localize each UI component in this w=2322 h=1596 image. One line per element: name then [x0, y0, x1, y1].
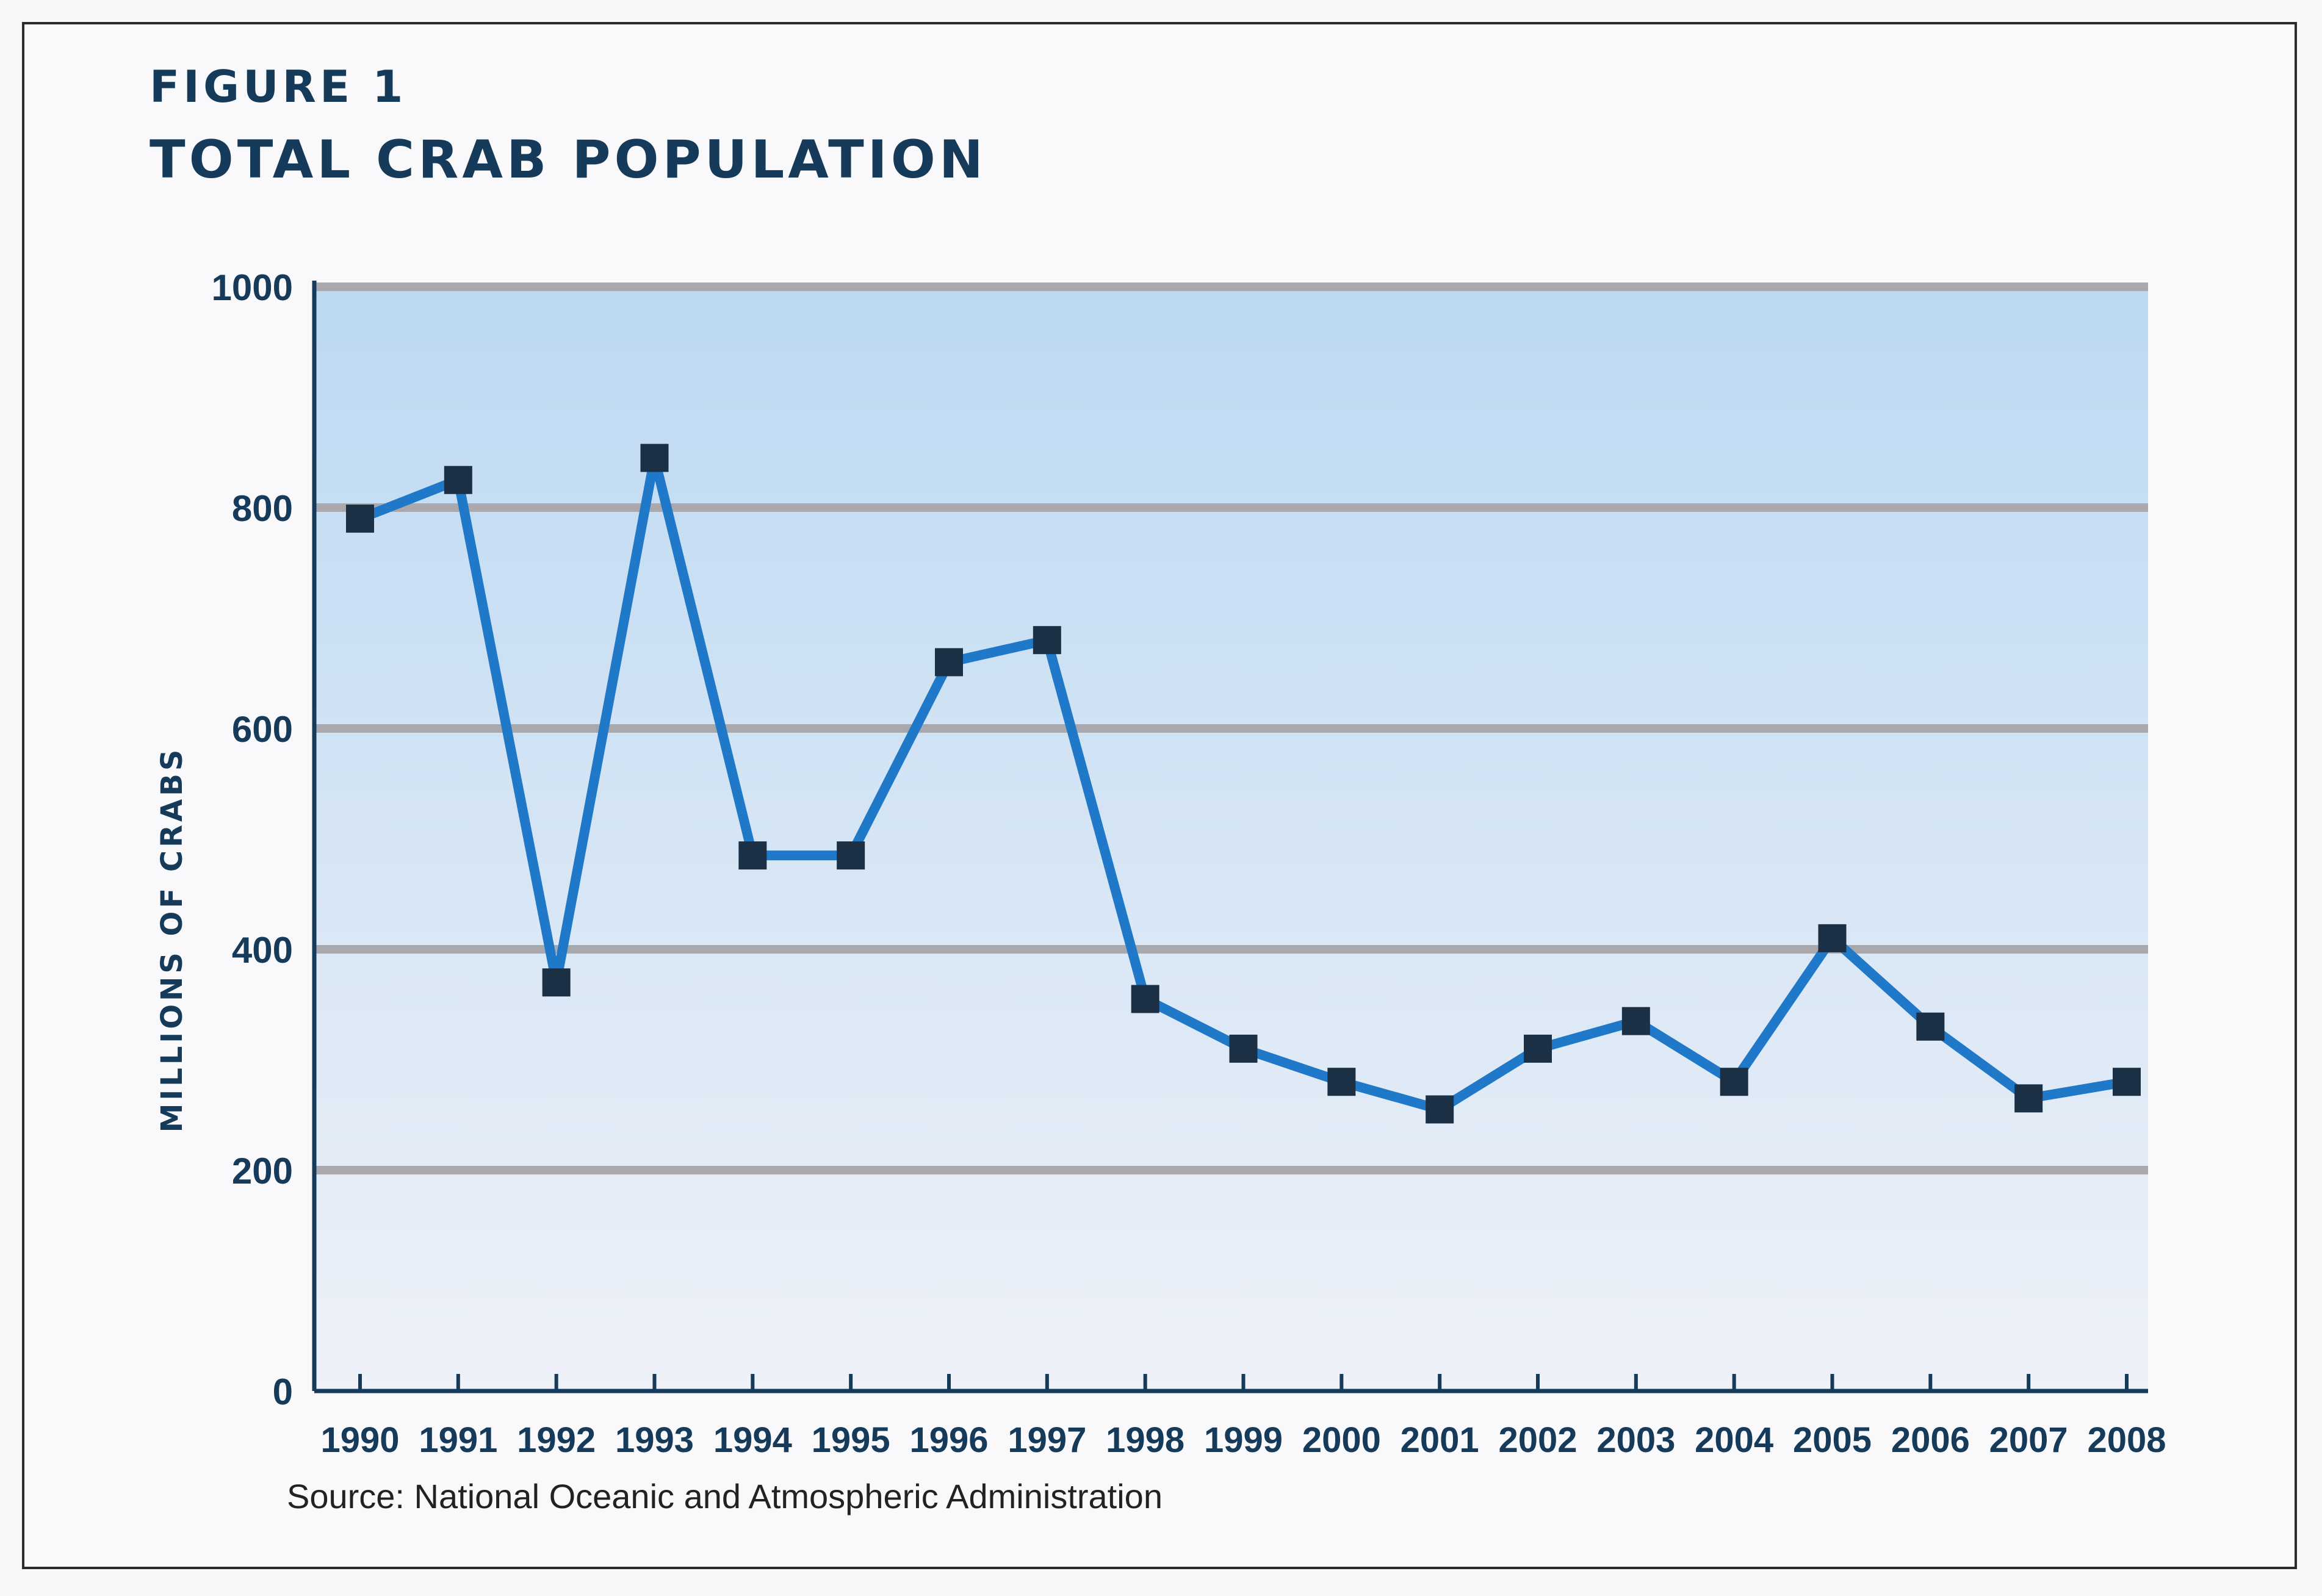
- y-tick-label-1000: 1000: [212, 267, 293, 308]
- data-point-1997: [1033, 626, 1061, 655]
- data-point-2004: [1720, 1068, 1748, 1096]
- plot-background: [314, 287, 2148, 1391]
- data-point-1991: [444, 466, 472, 494]
- x-tick-label-1993: 1993: [615, 1420, 694, 1460]
- data-point-2001: [1426, 1095, 1454, 1124]
- y-tick-label-600: 600: [232, 709, 293, 750]
- x-tick-label-1995: 1995: [812, 1420, 890, 1460]
- y-tick-label-200: 200: [232, 1151, 293, 1192]
- x-tick-label-1996: 1996: [909, 1420, 988, 1460]
- data-point-2003: [1621, 1007, 1650, 1035]
- chart-title: TOTAL CRAB POPULATION: [150, 129, 987, 190]
- data-point-2000: [1327, 1068, 1356, 1096]
- data-point-2005: [1818, 924, 1847, 952]
- x-tick-label-2004: 2004: [1695, 1420, 1773, 1460]
- x-tick-labels: 1990 1991 1992 1993 1994 1995 1996 1997 1998 1999…: [320, 1420, 2166, 1460]
- x-tick-label-1999: 1999: [1204, 1420, 1283, 1460]
- plot-area: [314, 287, 2148, 1391]
- x-tick-label-2001: 2001: [1401, 1420, 1479, 1460]
- y-tick-label-800: 800: [232, 488, 293, 529]
- data-point-1999: [1229, 1034, 1258, 1063]
- x-tick-label-1990: 1990: [320, 1420, 399, 1460]
- x-tick-label-2007: 2007: [1989, 1420, 2068, 1460]
- x-tick-label-1992: 1992: [517, 1420, 596, 1460]
- x-tick-label-1991: 1991: [419, 1420, 497, 1460]
- x-tick-label-2005: 2005: [1793, 1420, 1872, 1460]
- y-tick-label-0: 0: [273, 1371, 293, 1412]
- data-point-2006: [1916, 1012, 1945, 1041]
- data-point-1992: [542, 968, 571, 997]
- x-tick-label-1998: 1998: [1106, 1420, 1184, 1460]
- x-tick-label-1994: 1994: [713, 1420, 792, 1460]
- data-point-2002: [1524, 1034, 1552, 1063]
- data-markers: [346, 444, 2141, 1124]
- data-point-1998: [1131, 985, 1159, 1013]
- axes: [312, 281, 2148, 1393]
- x-tick-label-2003: 2003: [1596, 1420, 1675, 1460]
- data-point-1994: [738, 841, 767, 870]
- data-point-1996: [935, 648, 963, 677]
- x-tick-label-2006: 2006: [1891, 1420, 1970, 1460]
- figure-label: FIGURE 1: [150, 61, 407, 112]
- data-point-2008: [2113, 1068, 2141, 1096]
- x-tick-label-2000: 2000: [1302, 1420, 1381, 1460]
- data-point-1993: [640, 444, 669, 472]
- y-tick-labels: 0 200 400 600 800 1000: [212, 267, 293, 1412]
- x-tick-label-2008: 2008: [2087, 1420, 2166, 1460]
- x-tick-label-1997: 1997: [1008, 1420, 1086, 1460]
- data-point-1995: [837, 841, 865, 870]
- data-point-2007: [2014, 1084, 2043, 1113]
- source-note: Source: National Oceanic and Atmospheric…: [287, 1477, 1163, 1515]
- y-tick-label-400: 400: [232, 930, 293, 971]
- x-tick-label-2002: 2002: [1498, 1420, 1577, 1460]
- data-point-1990: [346, 505, 374, 533]
